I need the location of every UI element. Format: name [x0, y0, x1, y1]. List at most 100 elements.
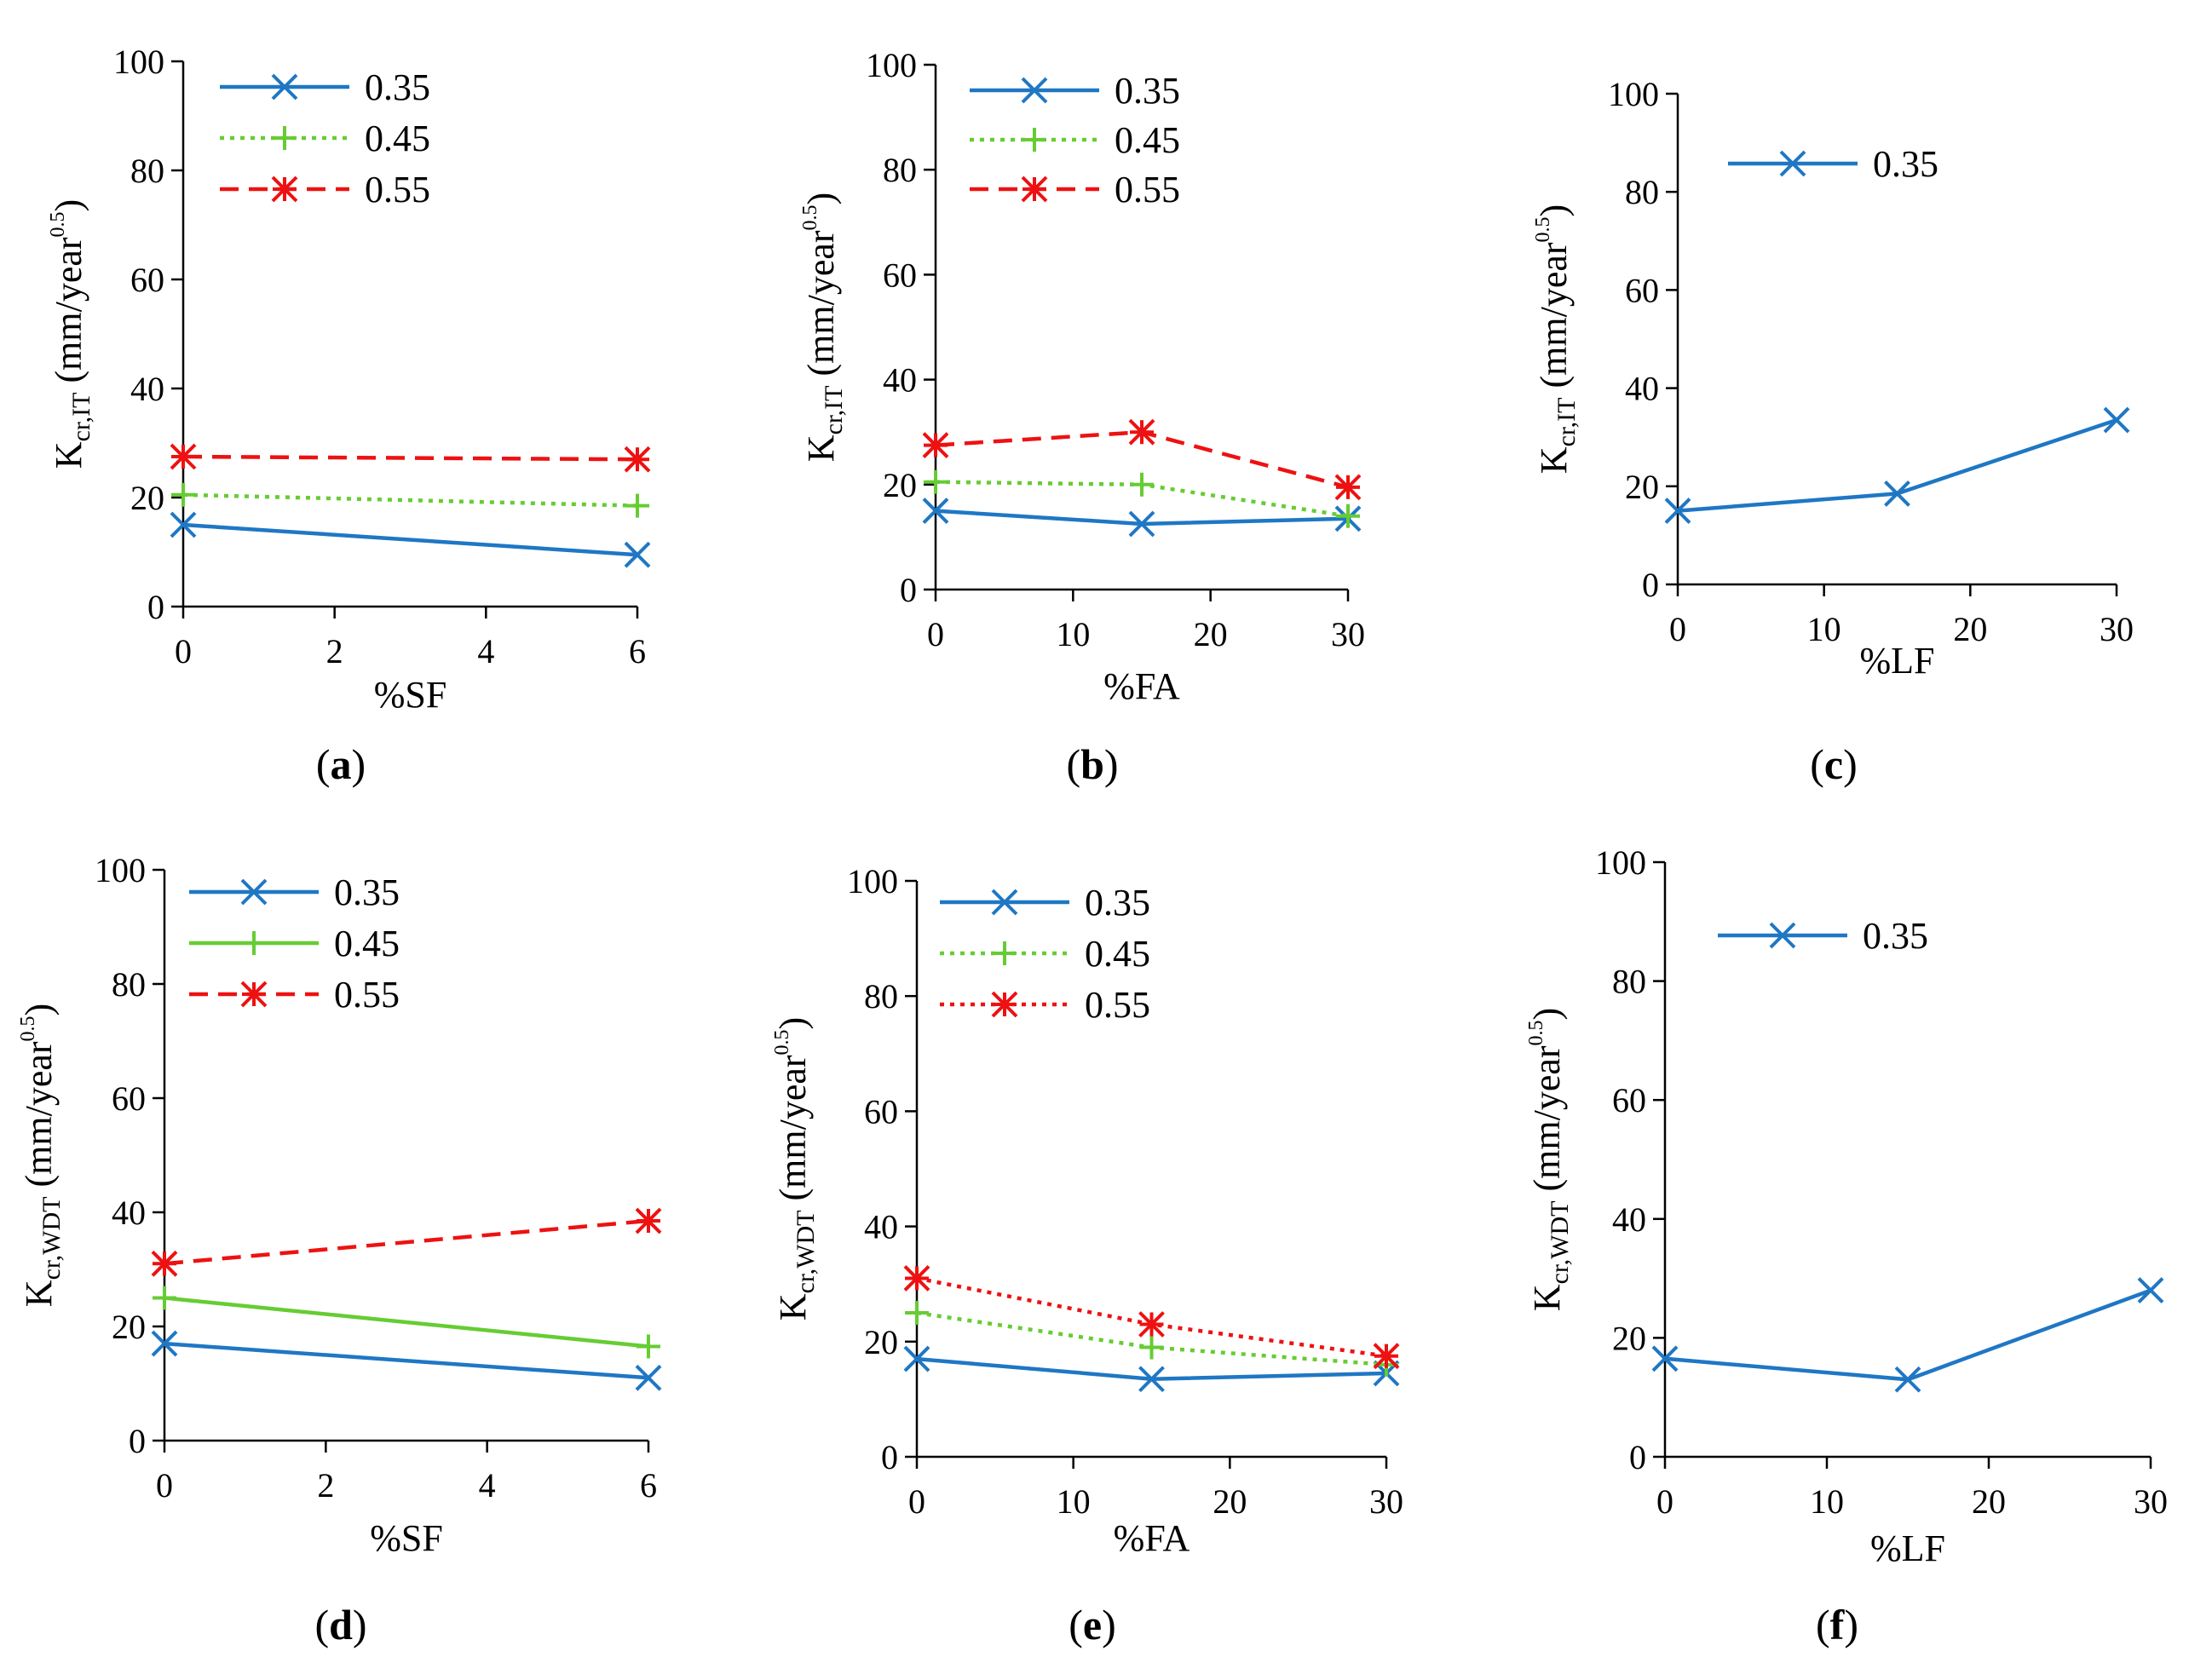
chart-panel-e: 0 20 40 60 80 100 0 10 20 30 %FA Kcr,WDT (mm/year0.… [771, 862, 1403, 1648]
y-tick-label: 0 [1629, 1438, 1646, 1476]
x-axis-label: %FA [1114, 1517, 1190, 1559]
legend-entry-0.35: 0.35 [1728, 143, 1938, 185]
data-point [1894, 1366, 1921, 1393]
x-tick-label: 6 [629, 632, 646, 670]
y-tick-label: 20 [883, 466, 917, 504]
legend-label: 0.45 [334, 923, 400, 964]
legend-label: 0.55 [365, 169, 430, 210]
y-axis-label: Kcr,WDT (mm/year0.5) [17, 1004, 66, 1307]
legend-entry-0.35: 0.35 [189, 872, 400, 913]
data-point [903, 1265, 930, 1292]
y-tick-label: 60 [883, 256, 917, 294]
y-tick-label: 100 [1595, 843, 1646, 882]
y-tick-label: 80 [112, 965, 146, 1004]
data-point [2137, 1277, 2164, 1303]
legend-marker [1021, 77, 1048, 104]
y-tick-label: 60 [1612, 1081, 1646, 1119]
data-point [922, 498, 949, 525]
data-point [1138, 1366, 1165, 1393]
x-tick-label: 2 [326, 632, 343, 670]
y-tick-label: 0 [129, 1422, 146, 1460]
x-axis-label: %LF [1870, 1528, 1945, 1569]
chart-panel-f: 0 20 40 60 80 100 0 10 20 30 %LF Kcr,WDT (mm/year0.… [1525, 843, 2168, 1648]
y-axis-label: Kcr,IT (mm/year0.5) [799, 193, 848, 462]
series-0.35 [922, 498, 1362, 538]
x-tick-label: 10 [1057, 1482, 1091, 1521]
data-point [1334, 474, 1362, 501]
y-tick-label: 60 [1625, 271, 1659, 309]
x-tick-label: 2 [317, 1466, 334, 1505]
series-0.55 [170, 443, 651, 473]
legend-marker [991, 889, 1018, 916]
legend-entry-0.45: 0.45 [940, 933, 1150, 975]
panel-caption: (d) [314, 1601, 366, 1648]
y-axis-label: Kcr,IT (mm/year0.5) [1532, 204, 1581, 474]
series-line [164, 1341, 649, 1380]
data-point [170, 511, 197, 538]
data-point [922, 432, 949, 459]
data-point [151, 1250, 178, 1277]
series-0.55 [151, 1207, 662, 1277]
y-tick-label: 100 [95, 851, 146, 889]
series-0.45 [924, 469, 1360, 528]
y-tick-label: 20 [1612, 1319, 1646, 1357]
panel-caption: (b) [1066, 740, 1118, 788]
legend-entry-0.55: 0.55 [220, 169, 430, 210]
legend-label: 0.45 [365, 118, 430, 159]
x-tick-label: 4 [479, 1466, 496, 1505]
legend-label: 0.35 [365, 66, 430, 108]
y-tick-label: 100 [847, 862, 898, 900]
data-point [1128, 418, 1155, 446]
data-point [1139, 1335, 1164, 1360]
legend-entry-0.35: 0.35 [970, 70, 1180, 112]
x-tick-label: 30 [1331, 615, 1365, 653]
y-tick-label: 60 [130, 261, 164, 299]
series-line [182, 454, 638, 462]
chart-panel-b: 0 20 40 60 80 100 0 10 20 30 %FA Kcr,IT (mm/year0.5… [799, 46, 1365, 788]
series-line [1677, 417, 2117, 513]
series-0.35 [1664, 406, 2130, 525]
data-point [635, 1207, 662, 1234]
y-tick-label: 40 [130, 370, 164, 408]
y-axis-label: Kcr,WDT (mm/year0.5) [1525, 1008, 1574, 1311]
y-tick-label: 60 [864, 1092, 898, 1131]
data-point [1884, 480, 1910, 507]
legend-marker [273, 126, 297, 150]
y-tick-label: 0 [1642, 566, 1659, 604]
data-point [1373, 1343, 1400, 1370]
x-axis-label: %LF [1860, 640, 1935, 682]
series-line [916, 1356, 1387, 1381]
series-line [182, 492, 638, 508]
legend-label: 0.35 [334, 872, 400, 913]
y-tick-label: 40 [864, 1208, 898, 1246]
data-point [1664, 498, 1691, 525]
y-axis-label: Kcr,WDT (mm/year0.5) [771, 1017, 820, 1320]
legend-label: 0.35 [1115, 70, 1180, 112]
legend-marker [1779, 150, 1806, 177]
x-tick-label: 30 [2134, 1482, 2168, 1521]
y-tick-label: 20 [1625, 468, 1659, 506]
x-tick-label: 10 [1056, 615, 1090, 653]
y-axis-label: Kcr,IT (mm/year0.5) [47, 199, 95, 469]
series-line [182, 522, 638, 557]
series-0.45 [153, 1286, 660, 1359]
y-tick-label: 40 [112, 1194, 146, 1232]
x-tick-label: 10 [1807, 610, 1841, 648]
legend-marker [1769, 922, 1796, 949]
legend-entry-0.35: 0.35 [1718, 915, 1928, 957]
x-tick-label: 0 [908, 1482, 925, 1521]
y-tick-label: 40 [1612, 1200, 1646, 1239]
y-tick-label: 100 [1608, 75, 1659, 113]
data-point [1130, 472, 1154, 497]
legend-label: 0.45 [1085, 933, 1150, 975]
y-tick-label: 20 [864, 1323, 898, 1361]
series-0.35 [151, 1330, 662, 1391]
x-tick-label: 20 [1194, 615, 1228, 653]
legend-label: 0.35 [1873, 143, 1938, 185]
chart-panel-d: 0 20 40 60 80 100 0 2 4 6 %SF Kcr,WDT (mm/year0.5) 0… [17, 851, 662, 1648]
y-tick-label: 0 [881, 1438, 898, 1476]
chart-panel-a: 0 20 40 60 80 100 0 2 4 6 %SF Kcr,IT (mm/year0.5) 0.… [47, 43, 651, 788]
series-line [164, 1218, 649, 1266]
series-line [164, 1296, 649, 1349]
